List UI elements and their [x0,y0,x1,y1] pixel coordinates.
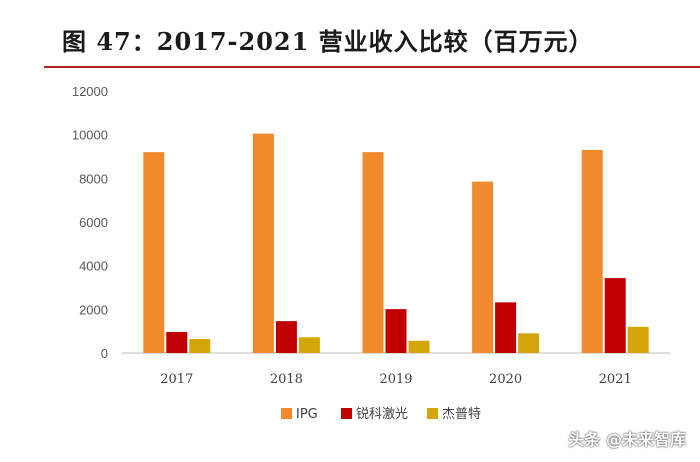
x-tick-label: 2021 [599,372,632,387]
bar-锐科激光-2021 [604,278,626,353]
y-tick-label: 0 [101,346,108,361]
bar-锐科激光-2019 [385,309,407,353]
legend-label: IPG [296,407,318,422]
bar-杰普特-2017 [189,339,211,353]
bar-锐科激光-2017 [166,332,188,353]
bar-杰普特-2020 [518,333,540,353]
x-tick-label: 2019 [379,372,412,387]
x-tick-label: 2018 [270,372,303,387]
bar-杰普特-2018 [298,337,320,353]
legend-label: 杰普特 [442,407,481,422]
bar-杰普特-2019 [408,340,430,353]
y-tick-label: 8000 [79,171,108,186]
bar-锐科激光-2018 [275,321,297,353]
bar-IPG-2019 [362,152,384,353]
bar-IPG-2020 [472,181,494,353]
x-tick-label: 2020 [489,372,522,387]
legend-swatch-杰普特 [427,408,438,419]
figure-title: 图 47：2017-2021 营业收入比较（百万元） [62,27,594,56]
y-tick-label: 2000 [79,302,108,317]
legend-label: 锐科激光 [356,407,408,422]
bar-IPG-2018 [252,133,274,353]
bar-锐科激光-2020 [495,302,517,353]
y-tick-label: 6000 [79,215,108,230]
y-tick-label: 4000 [79,259,108,274]
bar-IPG-2017 [143,152,165,353]
bar-杰普特-2021 [627,326,649,353]
y-tick-label: 12000 [72,84,108,99]
title-rule [44,66,700,68]
watermark: 头条 @未来智库 [568,430,686,449]
y-tick-label: 10000 [72,128,108,143]
legend-swatch-锐科激光 [341,408,352,419]
bar-IPG-2021 [581,149,603,353]
x-tick-label: 2017 [160,372,193,387]
legend-swatch-IPG [281,408,292,419]
